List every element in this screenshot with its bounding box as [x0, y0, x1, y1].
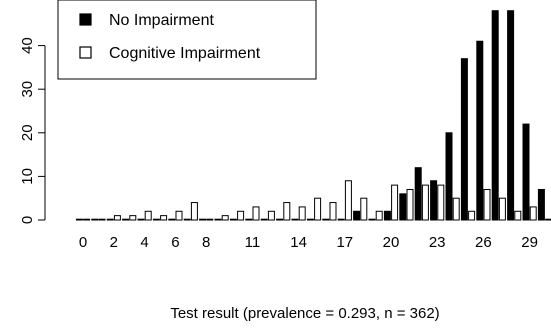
bar-no-impairment-25 — [460, 58, 468, 221]
y-tick-label-10: 10 — [19, 168, 36, 185]
legend-swatch-no-impairment — [79, 13, 92, 26]
bar-cognitive-impairment-1 — [98, 218, 106, 221]
bar-cognitive-impairment-19 — [375, 210, 383, 221]
bar-no-impairment-26 — [476, 40, 484, 221]
bar-cognitive-impairment-28 — [514, 210, 522, 221]
bar-cognitive-impairment-29 — [529, 206, 537, 221]
legend-box — [57, 0, 317, 80]
bar-cognitive-impairment-18 — [360, 197, 368, 221]
bar-no-impairment-29 — [522, 123, 530, 221]
bar-no-impairment-7 — [183, 218, 191, 221]
bar-no-impairment-3 — [122, 218, 130, 221]
bar-cognitive-impairment-24 — [452, 197, 460, 221]
bar-no-impairment-13 — [276, 218, 284, 221]
x-tick-label-17: 17 — [336, 234, 353, 251]
bar-cognitive-impairment-27 — [498, 197, 506, 221]
x-tick-label-26: 26 — [475, 234, 492, 251]
bar-no-impairment-22 — [414, 167, 422, 221]
bar-no-impairment-27 — [491, 10, 499, 221]
legend-swatch-cognitive-impairment — [79, 46, 92, 59]
bar-no-impairment-16 — [322, 218, 330, 221]
legend-label-no-impairment: No Impairment — [109, 12, 214, 29]
bar-cognitive-impairment-23 — [437, 184, 445, 221]
x-tick-label-8: 8 — [202, 234, 210, 251]
x-tick-label-4: 4 — [140, 234, 148, 251]
x-tick-label-6: 6 — [171, 234, 179, 251]
bar-cognitive-impairment-5 — [160, 215, 168, 221]
bar-no-impairment-20 — [383, 210, 391, 221]
y-tick-label-40: 40 — [19, 37, 36, 54]
bar-cognitive-impairment-6 — [175, 210, 183, 221]
y-tick-label-20: 20 — [19, 124, 36, 141]
bar-no-impairment-11 — [245, 218, 253, 221]
bar-no-impairment-12 — [260, 218, 268, 221]
bar-cognitive-impairment-12 — [267, 210, 275, 221]
bar-no-impairment-21 — [399, 193, 407, 221]
x-tick-label-2: 2 — [110, 234, 118, 251]
bar-cognitive-impairment-22 — [421, 184, 429, 221]
bars-group — [75, 10, 551, 221]
bar-cognitive-impairment-4 — [144, 210, 152, 221]
bar-no-impairment-2 — [106, 218, 114, 221]
bar-cognitive-impairment-0 — [83, 218, 91, 221]
bar-cognitive-impairment-10 — [237, 210, 245, 221]
bar-cognitive-impairment-17 — [344, 180, 352, 221]
bar-no-impairment-1 — [91, 218, 99, 221]
x-axis-title: Test result (prevalence = 0.293, n = 362… — [170, 305, 439, 322]
bar-cognitive-impairment-16 — [329, 202, 337, 221]
bar-no-impairment-24 — [445, 132, 453, 221]
bar-no-impairment-0 — [75, 218, 83, 221]
legend: No Impairment Cognitive Impairment — [57, 0, 317, 80]
bar-no-impairment-15 — [306, 218, 314, 221]
x-tick-labels: 0 2 4 6 8 11 14 17 20 23 26 29 — [79, 234, 538, 251]
bar-no-impairment-4 — [137, 218, 145, 221]
x-tick-label-0: 0 — [79, 234, 87, 251]
bar-cognitive-impairment-8 — [206, 218, 214, 221]
bar-cognitive-impairment-15 — [314, 197, 322, 221]
y-tick-label-30: 30 — [19, 81, 36, 98]
bar-no-impairment-23 — [430, 180, 438, 221]
bar-no-impairment-10 — [229, 218, 237, 221]
bar-cognitive-impairment-25 — [468, 210, 476, 221]
x-tick-label-20: 20 — [383, 234, 400, 251]
bar-cognitive-impairment-26 — [483, 188, 491, 221]
bar-cognitive-impairment-21 — [406, 188, 414, 221]
bar-no-impairment-18 — [353, 210, 361, 221]
x-tick-label-23: 23 — [429, 234, 446, 251]
bar-no-impairment-19 — [368, 218, 376, 221]
bar-no-impairment-5 — [152, 218, 160, 221]
bar-no-impairment-8 — [199, 218, 207, 221]
x-tick-label-29: 29 — [521, 234, 538, 251]
bar-cognitive-impairment-3 — [129, 215, 137, 221]
bar-cognitive-impairment-20 — [391, 184, 399, 221]
bar-cognitive-impairment-9 — [221, 215, 229, 221]
bar-cognitive-impairment-30 — [545, 218, 551, 221]
bar-no-impairment-28 — [507, 10, 515, 221]
bar-cognitive-impairment-11 — [252, 206, 260, 221]
bar-no-impairment-30 — [537, 188, 545, 221]
bar-no-impairment-17 — [337, 218, 345, 221]
bar-cognitive-impairment-7 — [190, 202, 198, 221]
x-tick-label-11: 11 — [245, 234, 261, 251]
bar-cognitive-impairment-13 — [283, 202, 291, 221]
x-tick-label-14: 14 — [290, 234, 307, 251]
bar-no-impairment-6 — [168, 218, 176, 221]
legend-label-cognitive-impairment: Cognitive Impairment — [109, 45, 261, 62]
bar-cognitive-impairment-2 — [113, 215, 121, 221]
y-tick-label-0: 0 — [19, 216, 36, 224]
bar-cognitive-impairment-14 — [298, 206, 306, 221]
bar-no-impairment-14 — [291, 218, 299, 221]
bar-no-impairment-9 — [214, 218, 222, 221]
y-axis: 0 10 20 30 40 — [19, 37, 46, 224]
